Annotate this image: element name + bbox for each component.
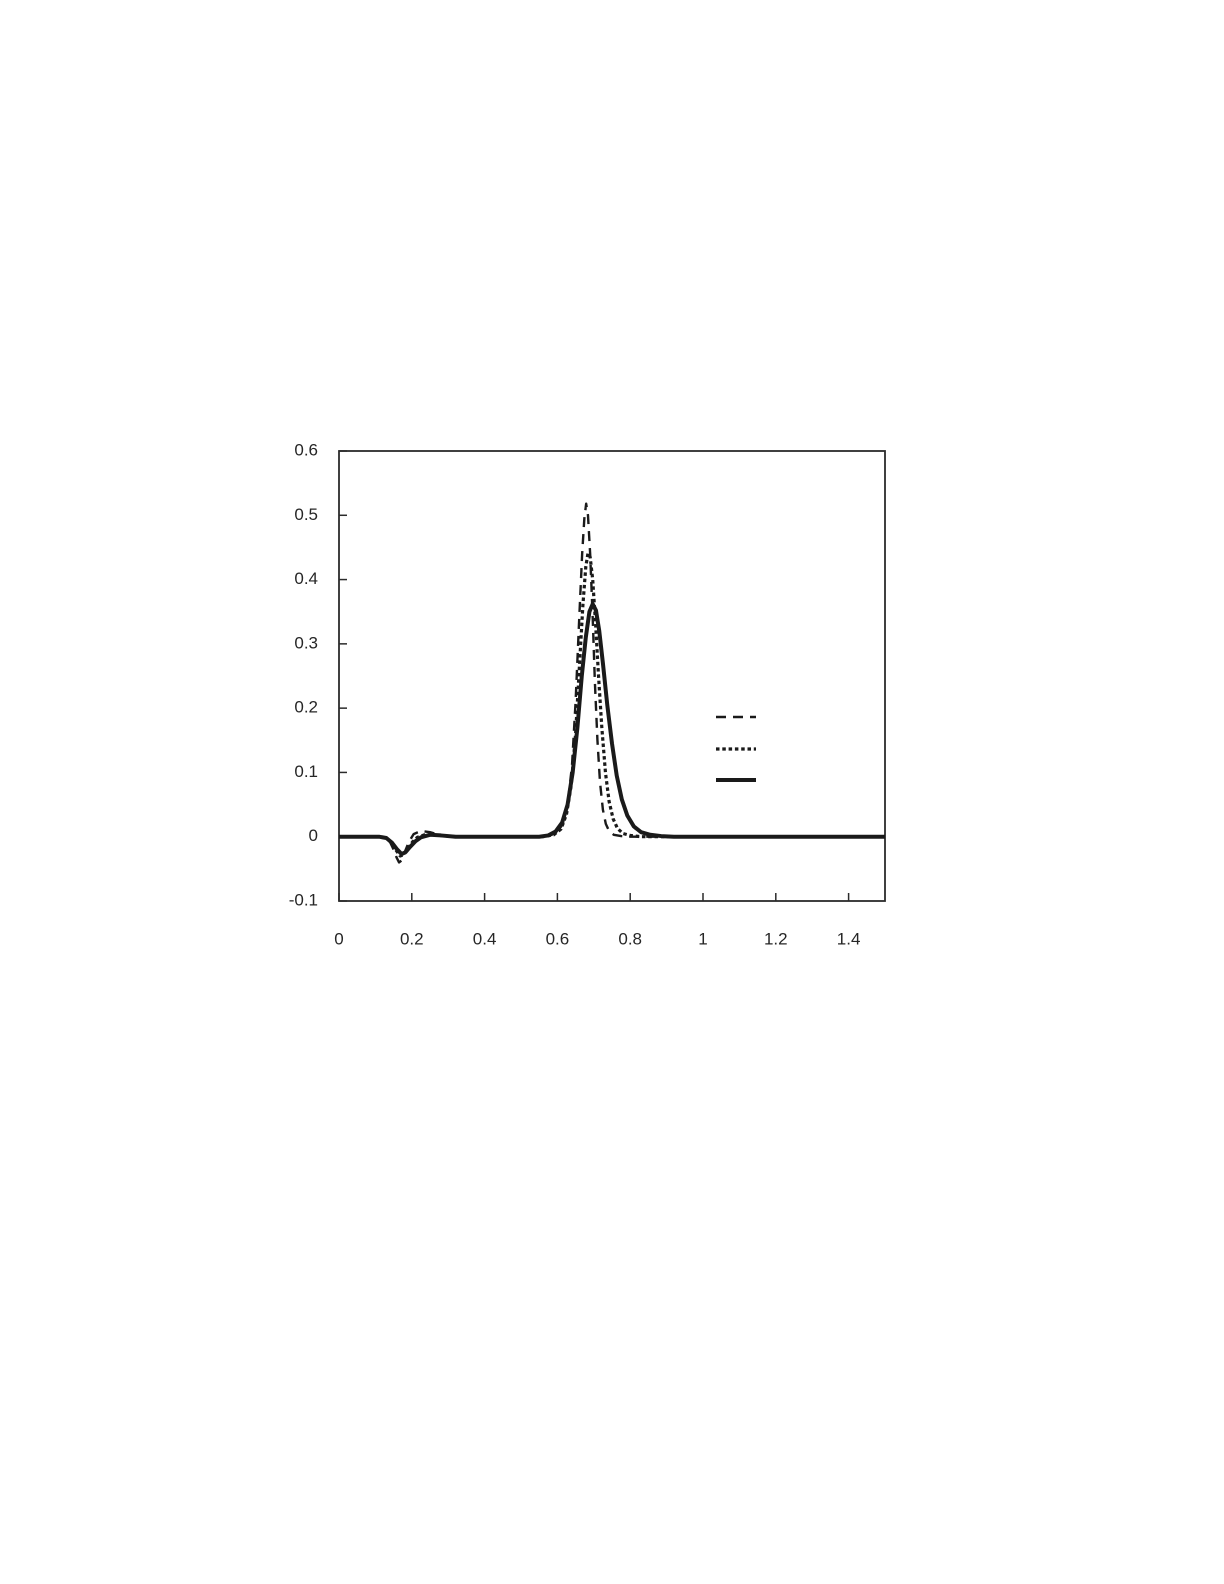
y-tick-label: -0.1: [289, 890, 318, 909]
y-tick-label: 0.2: [294, 698, 318, 717]
x-tick-label: 0.2: [400, 929, 424, 948]
x-tick-label: 1.2: [764, 929, 788, 948]
plot-border: [338, 450, 886, 902]
y-tick-label: 0.4: [294, 569, 318, 588]
x-tick-label: 0.8: [618, 929, 642, 948]
x-tick-label: 0.6: [546, 929, 570, 948]
y-tick-label: 0.1: [294, 762, 318, 781]
series-2-dotted-line: [339, 551, 885, 858]
y-tick-label: 0.3: [294, 633, 318, 652]
series-3-solid-line: [339, 602, 885, 857]
y-tick-label: 0.5: [294, 505, 318, 524]
x-tick-label: 0: [334, 929, 343, 948]
y-tick-label: 0: [309, 826, 318, 845]
x-tick-label: 0.4: [473, 929, 497, 948]
series-1-dashed-line: [339, 502, 885, 864]
y-tick-label: 0.6: [294, 440, 318, 459]
x-tick-label: 1.4: [837, 929, 861, 948]
x-tick-label: 1: [698, 929, 707, 948]
